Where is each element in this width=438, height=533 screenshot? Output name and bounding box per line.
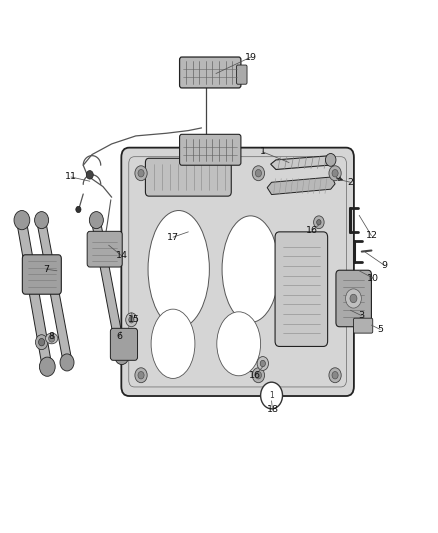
Circle shape — [255, 169, 261, 177]
Circle shape — [39, 338, 45, 346]
FancyBboxPatch shape — [180, 57, 241, 88]
Ellipse shape — [151, 309, 195, 378]
Circle shape — [329, 368, 341, 383]
FancyBboxPatch shape — [87, 231, 122, 267]
Circle shape — [135, 166, 147, 181]
Polygon shape — [16, 217, 52, 369]
Circle shape — [115, 348, 129, 365]
Circle shape — [317, 220, 321, 225]
Text: 17: 17 — [167, 233, 179, 241]
Circle shape — [138, 169, 144, 177]
FancyBboxPatch shape — [110, 328, 138, 360]
Text: 11: 11 — [65, 173, 77, 181]
Circle shape — [252, 166, 265, 181]
Polygon shape — [91, 217, 126, 358]
Circle shape — [332, 169, 338, 177]
FancyBboxPatch shape — [22, 255, 61, 294]
Ellipse shape — [46, 333, 58, 344]
Polygon shape — [271, 156, 333, 169]
Text: 5: 5 — [377, 325, 383, 334]
FancyBboxPatch shape — [180, 134, 241, 165]
Circle shape — [76, 206, 81, 213]
Circle shape — [14, 211, 30, 230]
Ellipse shape — [222, 216, 279, 322]
Circle shape — [138, 372, 144, 379]
Circle shape — [126, 313, 137, 327]
Text: 9: 9 — [381, 261, 388, 270]
Text: 12: 12 — [365, 231, 378, 240]
Circle shape — [255, 372, 261, 379]
Circle shape — [129, 317, 134, 323]
FancyBboxPatch shape — [336, 270, 371, 327]
Circle shape — [39, 357, 55, 376]
Circle shape — [329, 166, 341, 181]
Text: 8: 8 — [49, 333, 55, 341]
FancyBboxPatch shape — [353, 318, 373, 333]
Circle shape — [346, 289, 361, 308]
Circle shape — [332, 372, 338, 379]
Text: 6: 6 — [117, 333, 123, 341]
Text: 1: 1 — [260, 148, 266, 156]
Circle shape — [86, 171, 93, 179]
FancyBboxPatch shape — [275, 232, 328, 346]
Text: 14: 14 — [116, 252, 128, 260]
Circle shape — [325, 154, 336, 166]
Ellipse shape — [217, 312, 261, 376]
Text: 7: 7 — [43, 265, 49, 273]
Circle shape — [49, 335, 55, 342]
Circle shape — [35, 212, 49, 229]
Text: 15: 15 — [127, 316, 140, 324]
Circle shape — [135, 368, 147, 383]
Ellipse shape — [148, 211, 209, 328]
FancyBboxPatch shape — [145, 158, 231, 196]
Text: 1: 1 — [269, 391, 274, 400]
Circle shape — [89, 212, 103, 229]
FancyBboxPatch shape — [237, 65, 247, 84]
Text: 3: 3 — [358, 311, 364, 320]
Circle shape — [257, 357, 268, 370]
Circle shape — [314, 216, 324, 229]
Text: 16: 16 — [249, 372, 261, 380]
Text: 10: 10 — [367, 274, 379, 282]
Text: 16: 16 — [306, 226, 318, 235]
Polygon shape — [36, 217, 72, 365]
Polygon shape — [267, 177, 335, 195]
Circle shape — [60, 354, 74, 371]
Text: 19: 19 — [245, 53, 257, 61]
Text: 18: 18 — [266, 405, 279, 414]
Circle shape — [252, 368, 265, 383]
Circle shape — [350, 294, 357, 303]
Circle shape — [35, 335, 48, 350]
FancyBboxPatch shape — [121, 148, 354, 396]
Text: 2: 2 — [347, 178, 353, 187]
Circle shape — [260, 360, 265, 367]
Circle shape — [261, 382, 283, 409]
